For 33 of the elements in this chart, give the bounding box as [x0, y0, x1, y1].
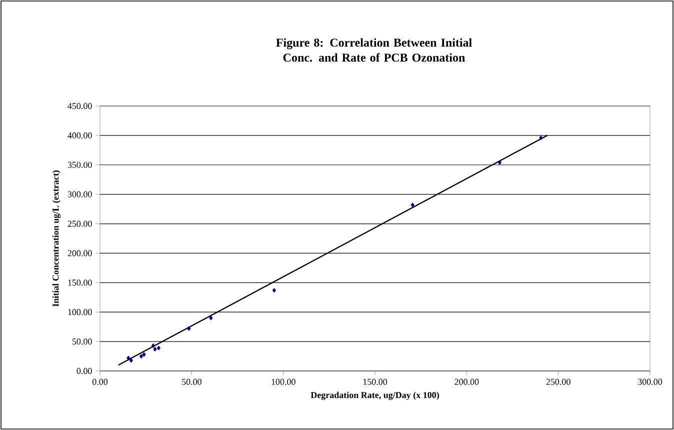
point — [156, 346, 161, 350]
y-tick-label: 350.00 — [68, 162, 92, 168]
y-tick-label: 450.00 — [68, 102, 92, 110]
point — [142, 352, 146, 357]
y-axis-title: Initial Concentration ug/L (extract) — [52, 170, 61, 307]
x-tick-label: 250.00 — [546, 378, 570, 385]
x-tick-label: 50.00 — [182, 378, 202, 385]
y-tick-label: 150.00 — [68, 280, 92, 286]
y-tick-label: 400.00 — [68, 132, 92, 138]
y-tick-label: 200.00 — [68, 250, 92, 256]
x-tick-label: 150.00 — [363, 378, 388, 385]
point — [187, 326, 191, 331]
point — [126, 356, 130, 360]
y-tick-label: 250.00 — [68, 220, 92, 227]
x-tick-label: 0.00 — [92, 378, 108, 385]
x-tick-label: 200.00 — [454, 378, 479, 385]
y-tick-label: 0.00 — [76, 368, 92, 374]
point — [139, 354, 144, 359]
x-tick-label: 100.00 — [272, 378, 296, 385]
point — [151, 343, 156, 348]
y-tick-label: 50.00 — [72, 338, 92, 345]
point — [209, 316, 213, 320]
point — [410, 202, 414, 208]
point — [129, 358, 134, 363]
x-axis-title: Degradation Rate, ug/Day (x 100) — [310, 392, 439, 400]
point — [153, 346, 157, 352]
y-tick-label: 100.00 — [68, 309, 92, 316]
y-tick-label: 300.00 — [68, 191, 92, 198]
point — [272, 288, 276, 293]
point — [539, 135, 543, 140]
x-tick-label: 300.00 — [638, 378, 662, 385]
point — [498, 160, 502, 165]
chart-title: Figure 8: Correlation Between Initial Conc. and Rate of PCB Ozonation — [276, 38, 472, 62]
